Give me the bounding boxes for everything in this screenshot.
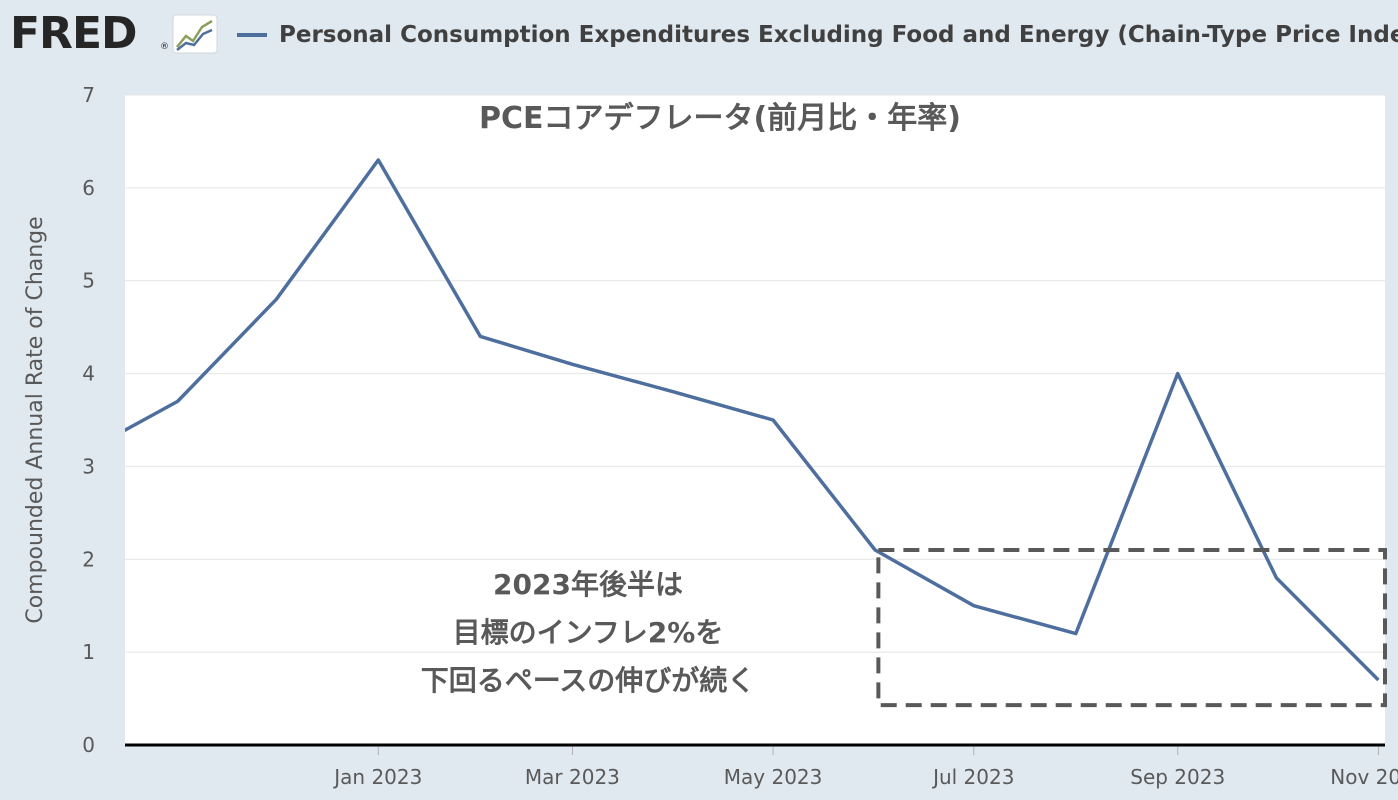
legend-label: Personal Consumption Expenditures Exclud… xyxy=(279,22,1398,48)
gridlines xyxy=(125,94,1385,653)
y-tick-label: 7 xyxy=(82,83,95,107)
y-tick-label: 2 xyxy=(82,547,95,571)
fred-registered-mark: ® xyxy=(160,42,169,52)
series-group xyxy=(125,158,1380,682)
header: FRED ® Personal Consumption Expenditures… xyxy=(0,0,1398,80)
legend-swatch xyxy=(237,33,267,37)
x-tick-label: Sep 2023 xyxy=(1130,765,1225,789)
y-tick-label: 5 xyxy=(82,269,95,293)
y-axis-ticks: 0 1 2 3 4 5 6 7 xyxy=(82,83,95,757)
y-tick-label: 6 xyxy=(82,176,95,200)
x-tick-label: May 2023 xyxy=(724,765,823,789)
y-tick-label: 4 xyxy=(82,362,95,386)
annotation-text-line: 目標のインフレ2%を xyxy=(453,616,724,649)
annotation-box xyxy=(876,548,1388,708)
y-tick-label: 1 xyxy=(82,640,95,664)
annotation-text-line: 下回るペースの伸びが続く xyxy=(421,664,756,697)
x-tick-label: Jul 2023 xyxy=(931,765,1014,789)
annotation-text-line: 2023年後半は xyxy=(493,568,683,601)
y-axis-label: Compounded Annual Rate of Change xyxy=(23,216,48,623)
chart-title: PCEコアデフレータ(前月比・年率) xyxy=(479,101,961,136)
y-tick-label: 3 xyxy=(82,454,95,478)
series-line xyxy=(125,158,1380,682)
line-chart-icon xyxy=(172,14,218,54)
x-tick-label: Nov 2023 xyxy=(1330,765,1398,789)
y-tick-label: 0 xyxy=(82,733,95,757)
x-tick-label: Jan 2023 xyxy=(332,765,422,789)
plot-area xyxy=(125,95,1385,745)
fred-logo[interactable]: FRED xyxy=(10,8,138,59)
legend: Personal Consumption Expenditures Exclud… xyxy=(237,20,1398,50)
x-axis-ticks: Jan 2023 Mar 2023 May 2023 Jul 2023 Sep 2023… xyxy=(332,745,1398,789)
x-tick-label: Mar 2023 xyxy=(525,765,620,789)
